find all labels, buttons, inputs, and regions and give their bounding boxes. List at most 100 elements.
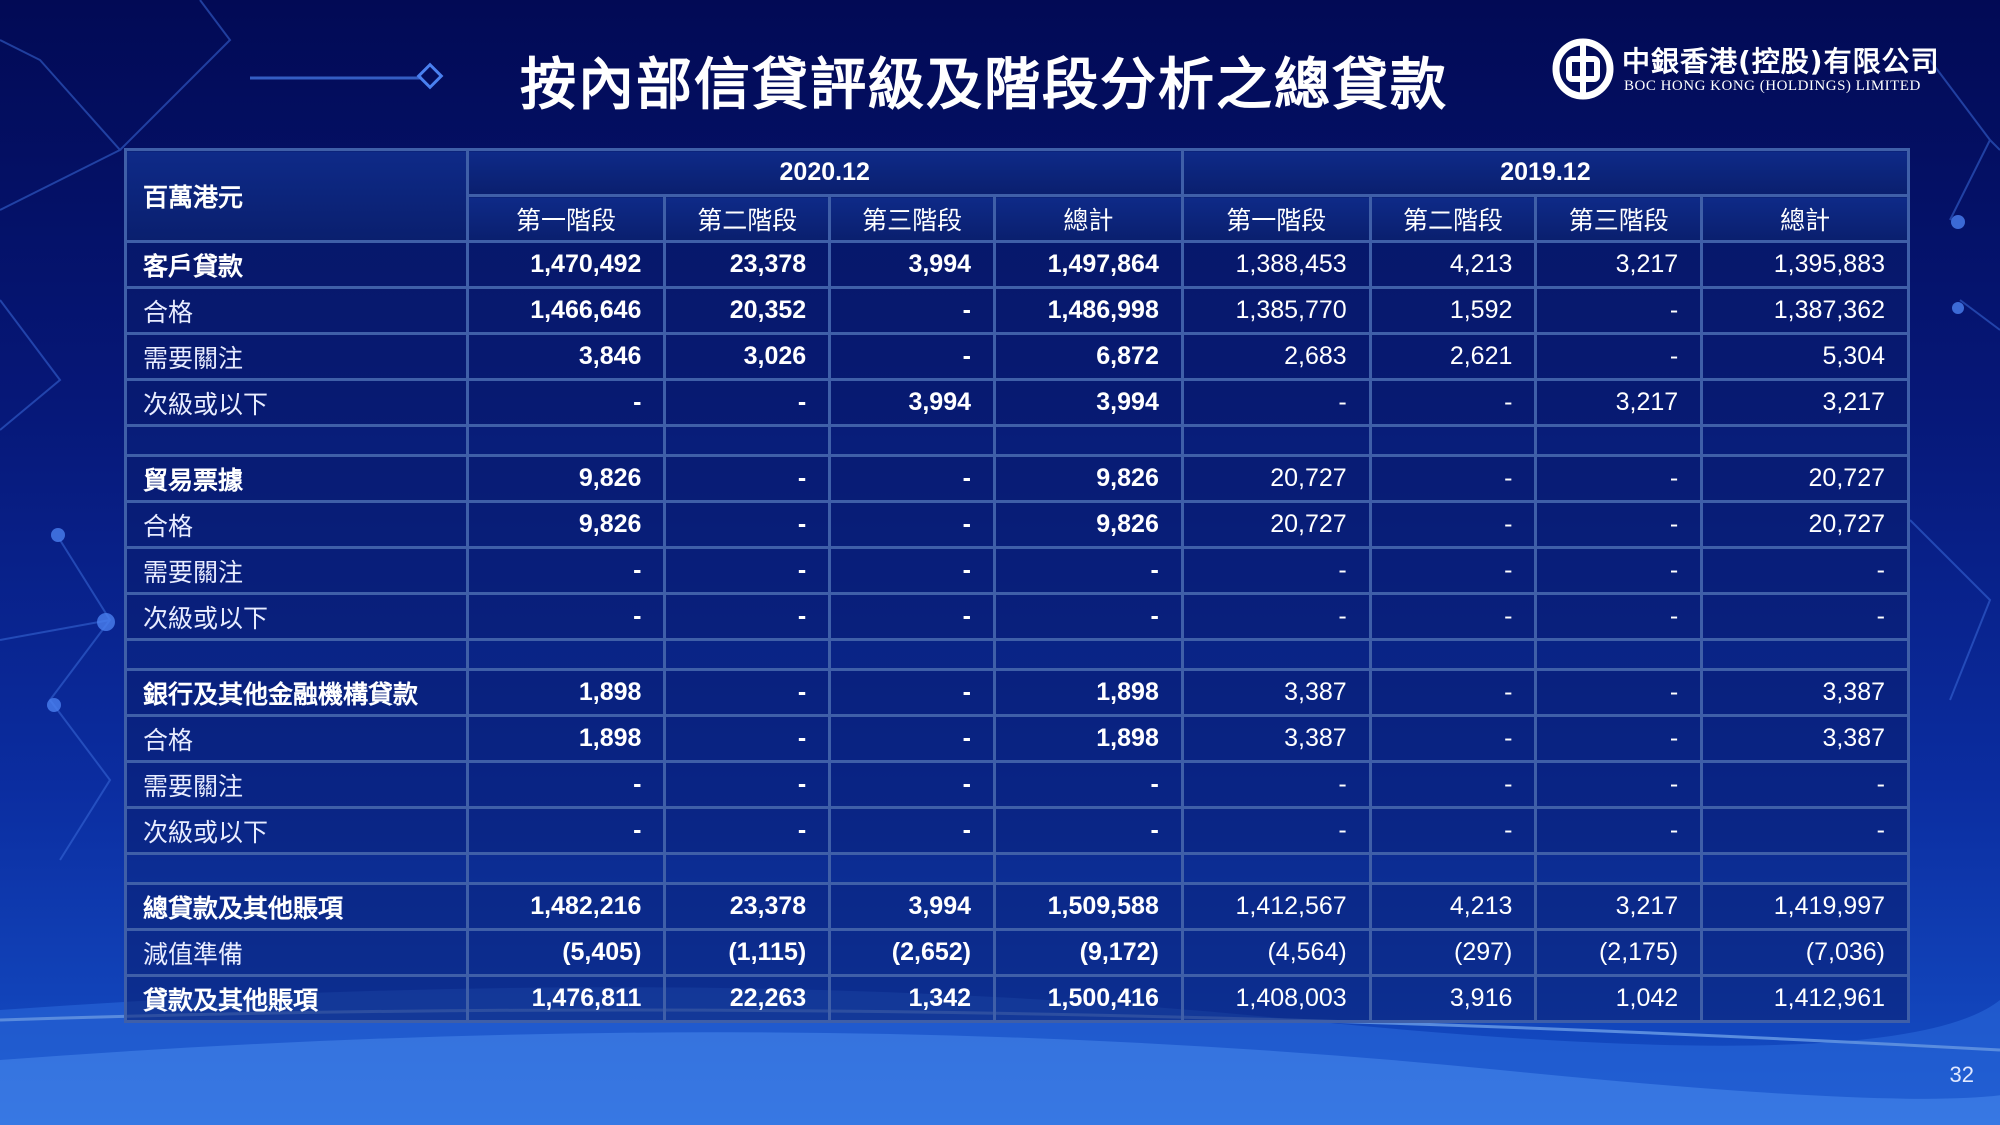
- col-header: 第一階段: [1180, 194, 1372, 243]
- row-label: 需要關注: [124, 332, 469, 381]
- table-cell: 20,727: [1700, 500, 1910, 549]
- table-cell: 23,378: [663, 882, 832, 931]
- table-cell: -: [663, 378, 832, 427]
- table-cell: 1,395,883: [1700, 240, 1910, 289]
- loans-by-grade-stage-table: 百萬港元 2020.12 2019.12 第一階段 第二階段 第三階段 總計 第…: [124, 148, 1911, 1023]
- table-cell: -: [663, 592, 832, 641]
- table-cell: -: [993, 592, 1184, 641]
- table-cell: -: [1368, 378, 1538, 427]
- table-cell: 1,898: [465, 714, 667, 763]
- row-label: 貸款及其他賬項: [124, 974, 469, 1023]
- table-cell: 4,213: [1368, 240, 1538, 289]
- table-cell: 3,217: [1534, 240, 1704, 289]
- table-cell: 3,217: [1534, 378, 1704, 427]
- company-logo: 中銀香港(控股)有限公司 BOC HONG KONG (HOLDINGS) LI…: [1552, 38, 1952, 104]
- spacer-cell: [1368, 638, 1538, 671]
- table-cell: 3,387: [1700, 714, 1910, 763]
- row-label: 合格: [124, 714, 469, 763]
- col-header: 第二階段: [663, 194, 832, 243]
- table-cell: -: [993, 546, 1184, 595]
- row-label: 需要關注: [124, 760, 469, 809]
- table-cell: 1,898: [993, 714, 1184, 763]
- table-cell: -: [993, 760, 1184, 809]
- table-cell: -: [1368, 760, 1538, 809]
- table-cell: 1,898: [993, 668, 1184, 717]
- table-cell: 1,419,997: [1700, 882, 1910, 931]
- table-cell: 1,342: [828, 974, 996, 1023]
- col-header: 總計: [1700, 194, 1910, 243]
- spacer-cell: [828, 852, 996, 885]
- table-cell: 1,385,770: [1180, 286, 1372, 335]
- spacer-cell: [1180, 638, 1372, 671]
- table-cell: -: [1180, 806, 1372, 855]
- table-cell: (1,115): [663, 928, 832, 977]
- table-cell: 23,378: [663, 240, 832, 289]
- table-cell: -: [828, 454, 996, 503]
- table-cell: 5,304: [1700, 332, 1910, 381]
- boc-logo-icon: [1552, 38, 1614, 100]
- table-cell: -: [1534, 286, 1704, 335]
- table-cell: 3,994: [828, 378, 996, 427]
- table-cell: -: [465, 806, 667, 855]
- table-cell: -: [1534, 668, 1704, 717]
- company-name-cn: 中銀香港(控股)有限公司: [1622, 45, 1940, 78]
- table-cell: (9,172): [993, 928, 1184, 977]
- table-cell: -: [663, 714, 832, 763]
- table-cell: (2,175): [1534, 928, 1704, 977]
- table-cell: (297): [1368, 928, 1538, 977]
- table-cell: -: [663, 546, 832, 595]
- spacer-row: [124, 638, 1910, 671]
- table-cell: -: [1534, 806, 1704, 855]
- table-cell: 1,592: [1368, 286, 1538, 335]
- table-row: 需要關注 - - - - - - - -: [124, 760, 1910, 809]
- spacer-cell: [1700, 852, 1910, 885]
- spacer-row: [124, 424, 1910, 457]
- table-cell: -: [828, 760, 996, 809]
- table-cell: 1,408,003: [1180, 974, 1372, 1023]
- table-cell: 1,482,216: [465, 882, 667, 931]
- table-cell: -: [1534, 714, 1704, 763]
- table-cell: 1,387,362: [1700, 286, 1910, 335]
- col-header: 第二階段: [1368, 194, 1538, 243]
- table-cell: -: [1534, 546, 1704, 595]
- table-cell: 1,476,811: [465, 974, 667, 1023]
- page-number: 32: [1949, 1062, 1974, 1087]
- table-cell: -: [828, 714, 996, 763]
- table-cell: 1,042: [1534, 974, 1704, 1023]
- table-cell: 1,509,588: [993, 882, 1184, 931]
- table-cell: -: [828, 546, 996, 595]
- table-row: 次級或以下 - - - - - - - -: [124, 806, 1910, 855]
- table-cell: -: [1534, 332, 1704, 381]
- table-row: 合格 1,898- -1,898 3,387- -3,387: [124, 714, 1910, 763]
- table-cell: 1,466,646: [465, 286, 667, 335]
- table-cell: (7,036): [1700, 928, 1910, 977]
- table-cell: 9,826: [465, 454, 667, 503]
- table-cell: 3,846: [465, 332, 667, 381]
- table-cell: -: [663, 454, 832, 503]
- table-cell: -: [828, 668, 996, 717]
- spacer-cell: [663, 638, 832, 671]
- table-cell: 1,412,567: [1180, 882, 1372, 931]
- spacer-cell: [828, 638, 996, 671]
- spacer-cell: [124, 424, 469, 457]
- table-cell: 1,388,453: [1180, 240, 1372, 289]
- table-cell: -: [1368, 714, 1538, 763]
- row-label: 貿易票據: [124, 454, 469, 503]
- table-cell: -: [993, 806, 1184, 855]
- col-header: 第三階段: [828, 194, 996, 243]
- table-cell: (4,564): [1180, 928, 1372, 977]
- row-label: 合格: [124, 286, 469, 335]
- table-cell: 3,387: [1180, 714, 1372, 763]
- table-cell: 20,352: [663, 286, 832, 335]
- table-cell: -: [1368, 592, 1538, 641]
- spacer-cell: [1534, 424, 1704, 457]
- col-header: 第三階段: [1534, 194, 1704, 243]
- table-cell: 1,898: [465, 668, 667, 717]
- table-cell: (2,652): [828, 928, 996, 977]
- table-cell: 3,387: [1180, 668, 1372, 717]
- table-row: 減值準備 (5,405) (1,115) (2,652) (9,172) (4,564)(…: [124, 928, 1910, 977]
- table-cell: -: [1534, 760, 1704, 809]
- table-cell: 6,872: [993, 332, 1184, 381]
- table-cell: 3,026: [663, 332, 832, 381]
- table-cell: -: [1368, 668, 1538, 717]
